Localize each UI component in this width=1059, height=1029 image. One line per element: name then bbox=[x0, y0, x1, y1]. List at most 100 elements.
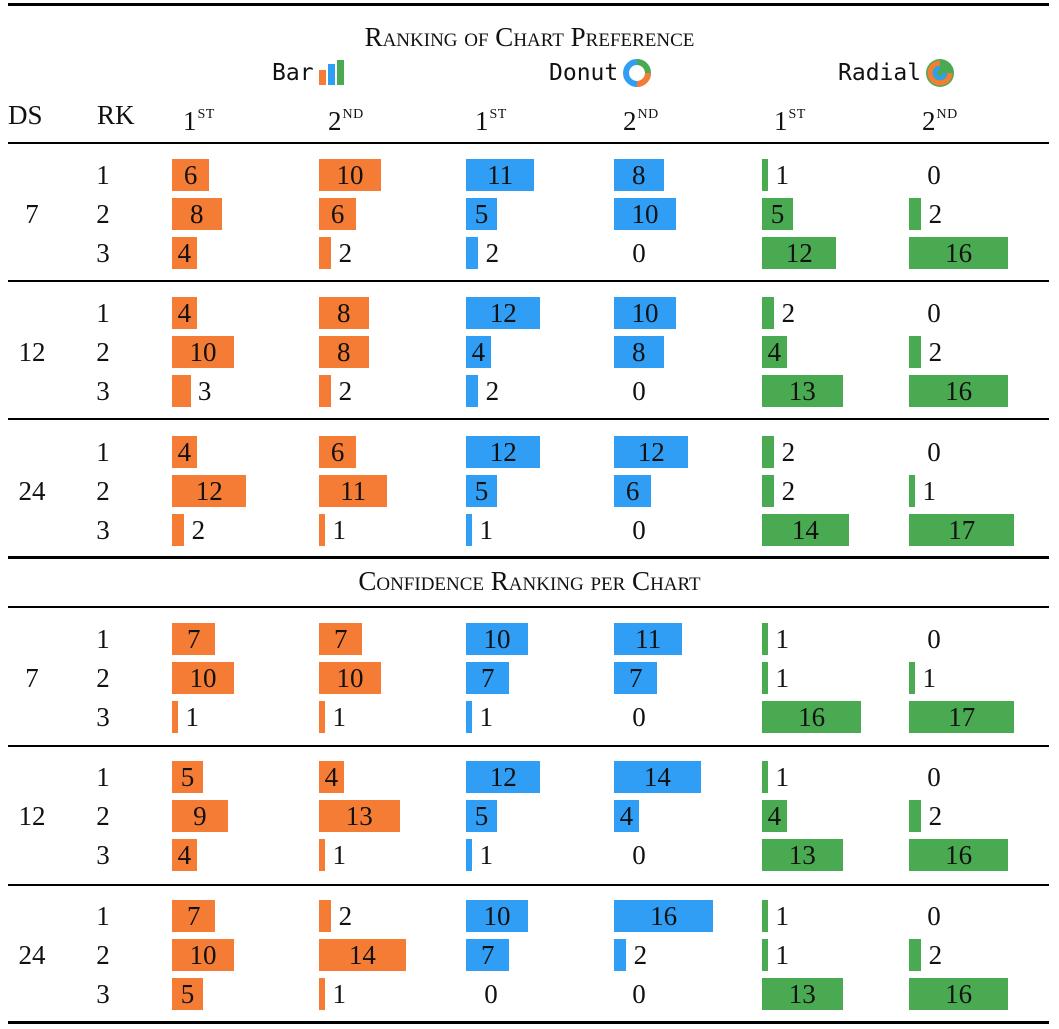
cell-value: 14 bbox=[348, 940, 376, 970]
cell-value: 1 bbox=[922, 663, 936, 693]
cell-value: 8 bbox=[632, 160, 646, 190]
cell-value: 8 bbox=[337, 298, 351, 328]
cell-value: 0 bbox=[927, 298, 941, 328]
cell-value: 2 bbox=[485, 376, 500, 406]
radial-value-bar bbox=[762, 839, 843, 871]
rk-label: 2 bbox=[96, 337, 110, 367]
bar-value-bar bbox=[319, 375, 332, 407]
cell-value: 3 bbox=[197, 376, 212, 406]
header-rank-column: 1ST bbox=[183, 100, 215, 136]
cell-value: 7 bbox=[628, 663, 643, 693]
cell-value: 10 bbox=[189, 663, 217, 693]
cell-value: 6 bbox=[330, 437, 345, 467]
radial-value-bar bbox=[909, 237, 1009, 269]
bar-value-bar bbox=[172, 297, 197, 329]
cell-value: 1 bbox=[332, 979, 346, 1009]
cell-value: 1 bbox=[775, 160, 789, 190]
header-rank-number: 2 bbox=[328, 106, 342, 136]
cell-value: 1 bbox=[332, 515, 346, 545]
chart-label-bar: Bar bbox=[272, 58, 346, 88]
cell-value: 1 bbox=[185, 702, 199, 732]
cell-value: 0 bbox=[927, 762, 941, 792]
rk-label: 3 bbox=[96, 840, 110, 870]
donut-value-bar bbox=[466, 237, 479, 269]
radial-value-bar bbox=[762, 662, 769, 694]
ds-label: 24 bbox=[18, 940, 46, 970]
cell-value: 0 bbox=[632, 238, 646, 268]
cell-value: 2 bbox=[338, 238, 353, 268]
cell-value: 13 bbox=[788, 979, 816, 1009]
radial-value-bar bbox=[762, 375, 843, 407]
ds-label: 24 bbox=[18, 476, 46, 506]
cell-value: 0 bbox=[927, 160, 941, 190]
cell-value: 4 bbox=[767, 801, 782, 831]
bar-value-bar bbox=[172, 475, 247, 507]
radial-value-bar bbox=[762, 623, 769, 655]
cell-value: 12 bbox=[785, 238, 813, 268]
chart-label-radial: Radial bbox=[838, 58, 955, 88]
cell-value: 0 bbox=[927, 624, 941, 654]
donut-value-bar bbox=[614, 900, 714, 932]
donut-value-bar bbox=[614, 297, 676, 329]
bar-value-bar bbox=[172, 159, 210, 191]
bar-value-bar bbox=[172, 375, 191, 407]
cell-value: 4 bbox=[471, 337, 486, 367]
donut-value-bar bbox=[614, 800, 639, 832]
bar-value-bar bbox=[319, 623, 363, 655]
cell-value: 10 bbox=[336, 663, 364, 693]
bar-value-bar bbox=[319, 159, 381, 191]
cell-value: 4 bbox=[177, 437, 192, 467]
radial-value-bar bbox=[762, 336, 787, 368]
rk-label: 3 bbox=[96, 515, 110, 545]
bar-value-bar bbox=[172, 900, 216, 932]
cell-value: 2 bbox=[781, 437, 796, 467]
cell-value: 10 bbox=[631, 298, 659, 328]
cell-value: 10 bbox=[189, 337, 217, 367]
bar-chart-icon bbox=[318, 60, 346, 86]
donut-value-bar bbox=[466, 297, 541, 329]
header-rank-column: 2ND bbox=[623, 100, 659, 136]
cell-value: 10 bbox=[336, 160, 364, 190]
cell-value: 12 bbox=[489, 298, 517, 328]
rk-label: 2 bbox=[96, 940, 110, 970]
header-rule bbox=[8, 142, 1049, 144]
group-divider bbox=[8, 418, 1049, 420]
bar-value-bar bbox=[319, 662, 381, 694]
cell-value: 1 bbox=[775, 624, 789, 654]
header-rank-suffix: ND bbox=[936, 107, 958, 122]
donut-value-bar bbox=[614, 436, 689, 468]
radial-value-bar bbox=[909, 514, 1015, 546]
bar-value-bar bbox=[319, 701, 326, 733]
donut-value-bar bbox=[466, 375, 479, 407]
rk-label: 3 bbox=[96, 979, 110, 1009]
donut-value-bar bbox=[466, 198, 497, 230]
chart-label-donut: Donut bbox=[549, 58, 652, 88]
header-rank-suffix: ST bbox=[788, 107, 806, 122]
cell-value: 4 bbox=[177, 840, 192, 870]
bar-value-bar bbox=[319, 900, 332, 932]
bar-value-bar bbox=[172, 514, 185, 546]
donut-value-bar bbox=[614, 939, 627, 971]
cell-value: 6 bbox=[625, 476, 640, 506]
cell-value: 1 bbox=[479, 515, 493, 545]
cell-value: 12 bbox=[489, 437, 517, 467]
ds-label: 12 bbox=[18, 337, 46, 367]
cell-value: 7 bbox=[480, 663, 495, 693]
bar-value-bar bbox=[319, 800, 400, 832]
bar-value-bar bbox=[172, 336, 234, 368]
bottom-header-rule bbox=[8, 606, 1049, 608]
cell-value: 1 bbox=[332, 702, 346, 732]
rk-label: 2 bbox=[96, 663, 110, 693]
cell-value: 1 bbox=[332, 840, 346, 870]
donut-value-bar bbox=[614, 623, 683, 655]
rk-label: 1 bbox=[96, 762, 110, 792]
cell-value: 16 bbox=[945, 238, 973, 268]
cell-value: 10 bbox=[631, 199, 659, 229]
cell-value: 0 bbox=[632, 979, 646, 1009]
cell-value: 16 bbox=[798, 702, 826, 732]
cell-value: 2 bbox=[191, 515, 206, 545]
header-rank-suffix: ST bbox=[197, 107, 215, 122]
bar-value-bar bbox=[319, 297, 369, 329]
cell-value: 16 bbox=[650, 901, 678, 931]
header-rank-suffix: ND bbox=[637, 107, 659, 122]
